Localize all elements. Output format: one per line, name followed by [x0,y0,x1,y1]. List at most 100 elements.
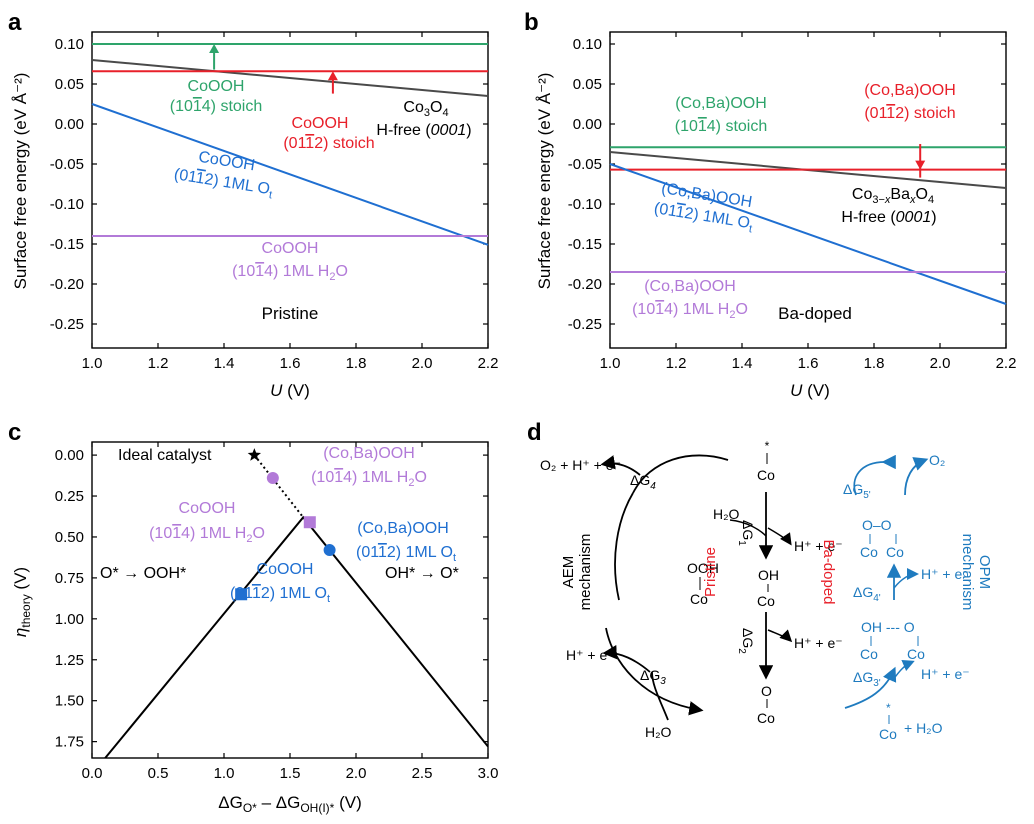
panel-a-label-blue: CoOOH (0112) 1ML Ot [173,149,273,202]
panel-a-axis-frame [91,31,489,349]
panel-c-xtick-label: 2.5 [412,765,433,782]
opm-h-release-3 [892,660,915,681]
panel-a-chart: 1.0 1.2 1.4 1.6 1.8 2.0 2.2 0.10 0.05 0.00 -0.05 -0… [11,31,498,400]
d-dg1: ΔG1 [736,520,756,546]
aem-release-h-arrow [602,645,651,673]
panel-d-diagram: O₂ + H⁺ + e⁻ H⁺ + e⁻ H₂O ΔG4 ΔG3 OOH Co … [540,439,993,742]
panel-c-xtick-label: 1.5 [280,765,301,782]
panel-a-label-red-line2: (0112) stoich [283,135,374,152]
panel-c-ytick-label: 1.50 [55,693,84,710]
d-oo-co-left: Co [860,544,878,560]
d-dg3p: ΔG3' [853,669,881,689]
panel-a-xtick-label: 1.0 [82,355,103,372]
panel-a-label-green-line1: CoOOH [188,78,245,95]
h-release-1 [767,527,792,546]
panel-a-ytick-label: -0.05 [50,156,84,173]
d-h-e-2: H⁺ + e⁻ [794,635,843,651]
panel-c-ytick-label: 1.00 [55,611,84,628]
panel-c-label-ideal: Ideal catalyst [118,447,212,464]
panel-a-ytick-label: -0.25 [50,316,84,333]
d-o2-right: O₂ [929,452,945,468]
panel-c-xtick-label: 2.0 [346,765,367,782]
panel-b-label-purple-line1: (Co,Ba)OOH [644,278,736,295]
panel-c-label-p2-line2: (1014) 1ML H2O [149,525,265,545]
panel-c-ytick-label: 0.00 [55,447,84,464]
panel-b-label-blue: (Co,Ba)OOH (0112) 1ML Ot [653,180,754,235]
panel-a-ylabel: Surface free energy (eV Å⁻²) [11,73,30,290]
panel-c-xtick-label: 1.0 [214,765,235,782]
panel-a-label-gray-line2: H-free (0001) [376,122,471,139]
opm-arc-top [853,454,896,496]
panel-letter-c: c [8,419,21,446]
aem-arc-bottom [605,627,704,716]
d-co-bottom: Co [879,726,897,742]
panel-b-xtick-label: 1.8 [864,355,885,372]
d-o-label: O [761,683,772,699]
d-pristine: Pristine [702,547,719,597]
panel-b-arrow-head-red [915,160,926,170]
panel-b-xtick-label: 1.2 [666,355,687,372]
panel-c-point-star-ideal [247,448,262,461]
d-dg3: ΔG3 [640,667,666,687]
panel-a-xtick-label: 1.6 [280,355,301,372]
panel-c-left-region: O* → OOH* [100,565,186,582]
panel-a-plot-area: 1.0 1.2 1.4 1.6 1.8 2.0 2.2 0.10 0.05 0.00 -0.05 -0… [50,31,498,372]
panel-a-series-blue [91,103,489,246]
panel-a-ytick-label: -0.20 [50,276,84,293]
panel-c-point-circle-1 [266,472,279,485]
d-ooh-co: Co [690,591,708,607]
panel-c-point-circle-3 [323,544,336,557]
d-h-e-opm-2: H⁺ + e⁻ [921,666,970,682]
panel-a-label-red-line1: CoOOH [292,115,349,132]
panel-c-volcano-line [104,515,488,758]
panel-c-plot-area: 0.0 0.5 1.0 1.5 2.0 2.5 3.0 0.00 0.25 0.50 0.75 1.0… [55,441,499,782]
aem-arc-left [614,492,634,601]
panel-b-label-gray-line1: Co3−xBaxO4 [852,186,934,206]
d-h-e-1: H⁺ + e⁻ [794,538,843,554]
panel-b-xtick-label: 1.0 [600,355,621,372]
aem-h2o-arrow [651,671,669,721]
panel-a-ytick-label: 0.05 [55,76,84,93]
d-dg4: ΔG4 [630,472,656,492]
d-aem-2: mechanism [577,534,594,611]
panel-c-ytick-label: 0.50 [55,529,84,546]
panel-b-ytick-label: 0.05 [573,76,602,93]
d-oh-label: OH [758,567,779,583]
panel-a-note-pristine: Pristine [262,304,319,323]
d-oh-o: OH --- O [861,619,915,635]
panel-b-ylabel: Surface free energy (eV Å⁻²) [535,73,554,290]
panel-c-ytick-label: 1.75 [55,734,84,751]
d-opm-2: mechanism [959,534,976,611]
h2o-in-arrow [729,519,767,537]
opm-arc-bottom [844,666,897,709]
d-ooh-label: OOH [687,560,719,576]
panel-b-label-green-line2: (1014) stoich [675,118,768,135]
d-co-top: Co [757,467,775,483]
d-oho-co-right: Co [907,646,925,662]
panel-b-label-green-line1: (Co,Ba)OOH [675,95,767,112]
d-dg4p: ΔG4' [853,584,881,604]
panel-b-label-purple-line2: (1014) 1ML H2O [632,301,748,321]
aem-release-o2-arrow [600,455,641,476]
panel-c-xtick-label: 3.0 [478,765,499,782]
d-co-star-bottom: * [886,701,891,715]
panel-a-label-purple-line2: (1014) 1ML H2O [232,263,348,283]
aem-arc-top [632,454,729,494]
d-h-e-left: H⁺ + e⁻ [566,647,615,663]
panel-c-label-p4-line2: (0112) 1ML Ot [230,585,330,605]
d-h2o-bottom: H₂O [645,724,672,740]
panel-letter-a: a [8,9,22,36]
panel-a-label-gray-line1: Co3O4 [403,99,448,119]
panel-a-xtick-label: 1.8 [346,355,367,372]
panel-b-label-gray-line2: H-free (0001) [841,209,936,226]
panel-b-xtick-label: 1.6 [798,355,819,372]
d-h2o-center: H₂O [713,506,740,522]
panel-letter-d: d [527,419,542,446]
panel-c-ytick-label: 1.25 [55,652,84,669]
d-co-star-top: * [765,439,770,453]
panel-a-ytick-label: 0.10 [55,36,84,53]
d-oo-co-right: Co [886,544,904,560]
panel-b-note-ba-doped: Ba-doped [778,304,852,323]
panel-b-xtick-label: 2.0 [930,355,951,372]
d-o-co: Co [757,710,775,726]
